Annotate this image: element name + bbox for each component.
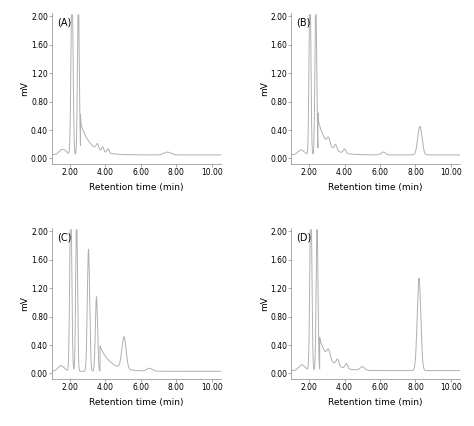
Text: (B): (B) bbox=[296, 17, 311, 27]
Y-axis label: mV: mV bbox=[20, 81, 29, 96]
Y-axis label: mV: mV bbox=[260, 81, 269, 96]
Y-axis label: mV: mV bbox=[260, 296, 269, 311]
Text: (C): (C) bbox=[57, 232, 72, 242]
Text: (A): (A) bbox=[57, 17, 72, 27]
Text: (D): (D) bbox=[296, 232, 311, 242]
X-axis label: Retention time (min): Retention time (min) bbox=[89, 183, 183, 192]
X-axis label: Retention time (min): Retention time (min) bbox=[328, 398, 423, 407]
X-axis label: Retention time (min): Retention time (min) bbox=[328, 183, 423, 192]
X-axis label: Retention time (min): Retention time (min) bbox=[89, 398, 183, 407]
Y-axis label: mV: mV bbox=[20, 296, 29, 311]
